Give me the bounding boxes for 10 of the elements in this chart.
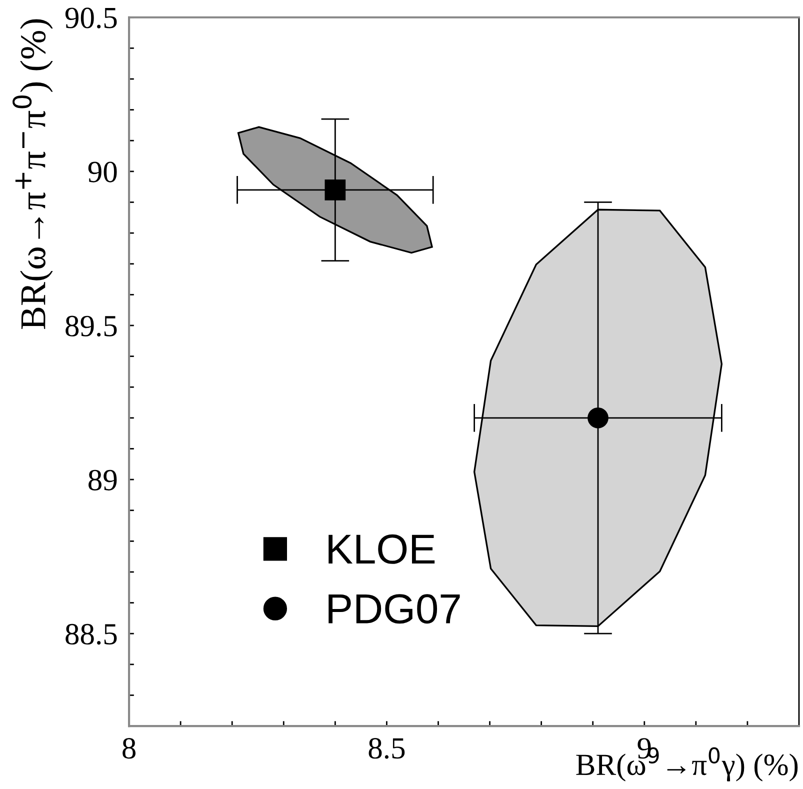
y-tick-label: 90.5 bbox=[65, 8, 117, 28]
y-axis-title: BR(ω→π$^{+}$π$^{−}$π$^{0}$) (%) bbox=[12, 19, 53, 330]
legend-label: PDG07 bbox=[328, 594, 460, 624]
x-tick-label: 8.5 bbox=[368, 738, 405, 759]
y-tick-label: 89 bbox=[88, 470, 117, 490]
x-tick-label: 8 bbox=[122, 738, 136, 759]
y-tick-label: 88.5 bbox=[66, 624, 117, 645]
legend-label: KLOE bbox=[328, 534, 435, 564]
y-tick-label: 89.5 bbox=[66, 316, 117, 337]
y-tick-label: 90 bbox=[88, 162, 117, 182]
